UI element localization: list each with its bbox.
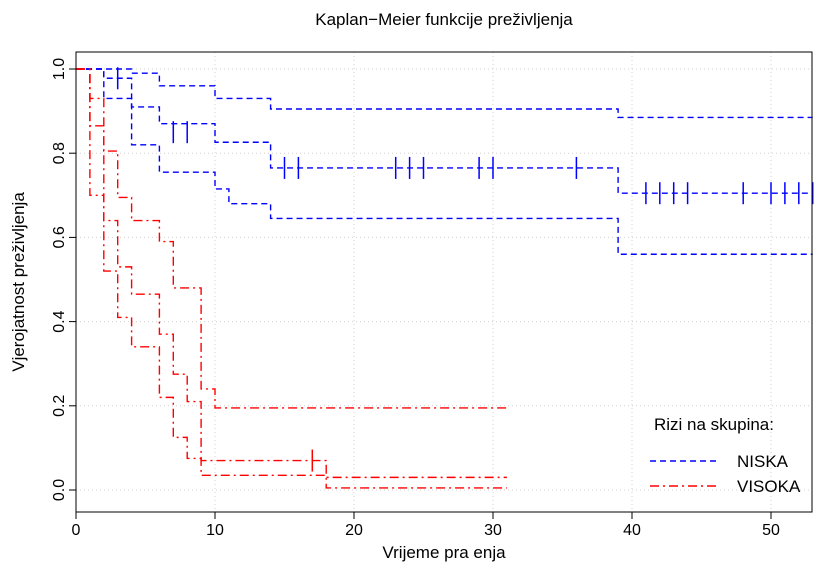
legend-title: Rizi na skupina: [654,415,774,434]
y-tick-label: 0.2 [51,395,68,417]
y-tick-label: 0.4 [51,310,68,332]
series-niska [76,67,814,255]
series-visoka-lower-line [76,68,507,489]
x-tick-label: 40 [623,522,641,539]
x-tick-label: 20 [345,522,363,539]
x-tick-label: 0 [72,522,81,539]
x-tick-label: 30 [484,522,502,539]
series-niska-lower-line [76,68,813,255]
legend-label-niska: NISKA [737,452,789,471]
grid [75,52,812,512]
legend: Rizi na skupina: NISKA VISOKA [650,415,801,496]
y-tick-label: 0.8 [51,142,68,164]
y-tick-label: 1.0 [51,58,68,80]
chart-title: Kaplan−Meier funkcije preživljenja [315,10,573,29]
axes: 0 10 20 30 40 50 0.0 0.2 0.4 0.6 0.8 1.0 [51,58,780,539]
x-tick-label: 10 [206,522,224,539]
series-layer [76,67,814,489]
y-axis-label: Vjerojatnost preživljenja [9,192,28,372]
series-visoka-upper-line [76,68,507,409]
legend-label-visoka: VISOKA [737,477,801,496]
y-tick-label: 0.6 [51,226,68,248]
series-visoka [76,68,507,489]
x-axis-label: Vrijeme pra enja [382,543,506,562]
series-niska-upper-line [76,68,813,119]
plot-frame [75,51,813,513]
x-tick-label: 50 [762,522,780,539]
y-tick-label: 0.0 [51,479,68,501]
series-visoka-estimate-line [76,68,507,479]
